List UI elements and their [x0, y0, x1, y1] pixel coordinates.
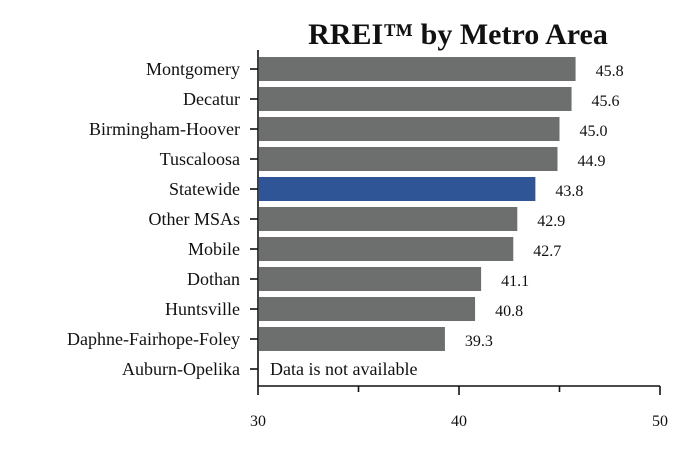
category-label-dothan: Dothan	[187, 269, 240, 289]
chart-title: RREI™ by Metro Area	[308, 18, 608, 51]
x-tick-label-30: 30	[250, 413, 266, 430]
bar-dothan	[259, 267, 482, 291]
value-label-decatur: 45.6	[592, 93, 620, 110]
category-label-tuscaloosa: Tuscaloosa	[160, 149, 240, 169]
bar-birmingham-hoover	[259, 117, 560, 141]
value-label-statewide: 43.8	[555, 183, 583, 200]
category-label-other-msas: Other MSAs	[148, 209, 240, 229]
value-label-birmingham-hoover: 45.0	[580, 123, 608, 140]
value-label-auburn-opelika: Data is not available	[270, 359, 417, 379]
x-tick-label-50: 50	[652, 413, 668, 430]
bar-mobile	[259, 237, 514, 261]
value-label-mobile: 42.7	[533, 243, 561, 260]
category-label-auburn-opelika: Auburn-Opelika	[122, 359, 240, 379]
category-label-huntsville: Huntsville	[165, 299, 240, 319]
bar-decatur	[259, 87, 572, 111]
category-label-birmingham-hoover: Birmingham-Hoover	[89, 119, 240, 139]
axes-group: 30 40 50	[250, 50, 668, 430]
value-label-montgomery: 45.8	[596, 63, 624, 80]
bar-daphne-fairhope-foley	[259, 327, 445, 351]
bar-huntsville	[259, 297, 476, 321]
bar-other-msas	[259, 207, 518, 231]
labels-group: Montgomery 45.8 Decatur 45.6 Birmingham-Hoov…	[67, 59, 624, 379]
value-label-dothan: 41.1	[501, 273, 529, 290]
bar-montgomery	[259, 57, 576, 81]
value-label-daphne-fairhope-foley: 39.3	[465, 333, 493, 350]
x-tick-label-40: 40	[451, 413, 467, 430]
category-label-daphne-fairhope-foley: Daphne-Fairhope-Foley	[67, 329, 240, 349]
category-label-statewide: Statewide	[169, 179, 240, 199]
value-label-other-msas: 42.9	[537, 213, 565, 230]
bar-statewide	[259, 177, 536, 201]
value-label-tuscaloosa: 44.9	[577, 153, 605, 170]
value-label-huntsville: 40.8	[495, 303, 523, 320]
bar-tuscaloosa	[259, 147, 558, 171]
bars-group	[259, 57, 576, 351]
category-label-decatur: Decatur	[183, 89, 240, 109]
category-label-mobile: Mobile	[188, 239, 240, 259]
category-label-montgomery: Montgomery	[146, 59, 240, 79]
